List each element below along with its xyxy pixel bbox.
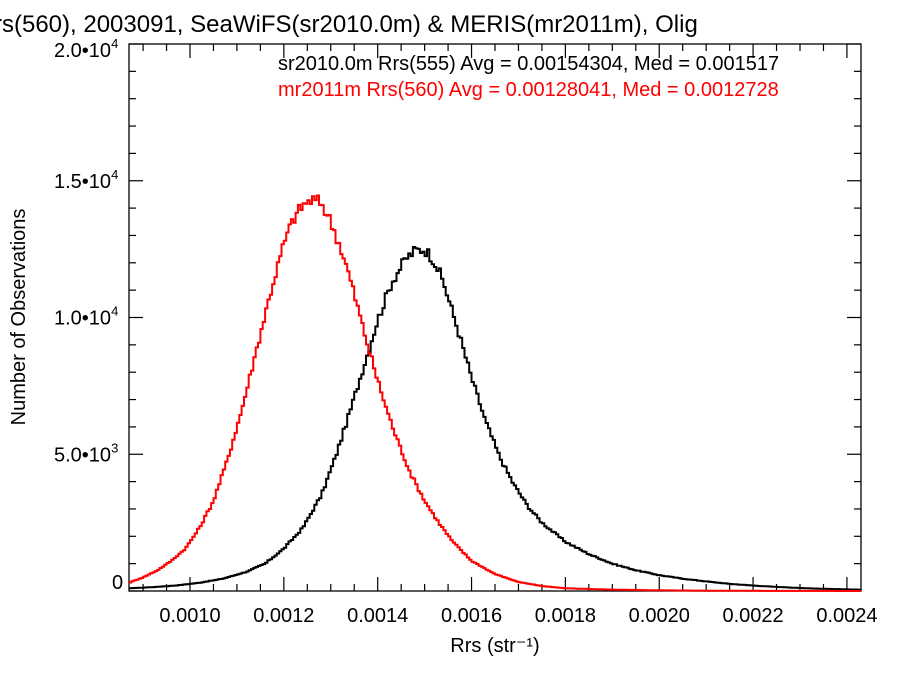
legend-entry-red: mr2011m Rrs(560) Avg = 0.00128041, Med =… [278, 79, 779, 101]
series-layer [129, 194, 861, 592]
x-axis: 0.0010 0.0012 0.0014 0.0016 0.0018 0.0020 0.00… [142, 44, 878, 627]
chart-title: rs(560), 2003091, SeaWiFS(sr2010.0m) & M… [0, 11, 698, 38]
x-axis-label: Rrs (str⁻¹) [450, 635, 539, 657]
legend-entry-black: sr2010.0m Rrs(555) Avg = 0.00154304, Med… [278, 53, 779, 75]
y-tick-label: 0 [112, 572, 123, 594]
y-tick-label: 1.0•104 [54, 304, 118, 330]
x-tick-label: 0.0014 [347, 605, 408, 627]
y-tick-label: 2.0•104 [54, 36, 118, 62]
y-axis: 0 5.0•103 1.0•104 1.5•104 2.0•104 [54, 36, 861, 594]
x-tick-label: 0.0010 [159, 605, 220, 627]
series-line-0 [129, 246, 861, 591]
x-tick-label: 0.0020 [629, 605, 690, 627]
x-tick-label: 0.0016 [441, 605, 502, 627]
x-tick-label: 0.0012 [253, 605, 314, 627]
x-tick-label: 0.0024 [816, 605, 877, 627]
x-tick-label: 0.0018 [535, 605, 596, 627]
x-tick-label: 0.0022 [722, 605, 783, 627]
y-tick-label: 5.0•103 [54, 440, 118, 466]
plot-frame [128, 43, 862, 592]
y-axis-label: Number of Observations [8, 209, 30, 426]
y-tick-label: 1.5•104 [54, 167, 118, 193]
series-line-1 [129, 194, 861, 592]
